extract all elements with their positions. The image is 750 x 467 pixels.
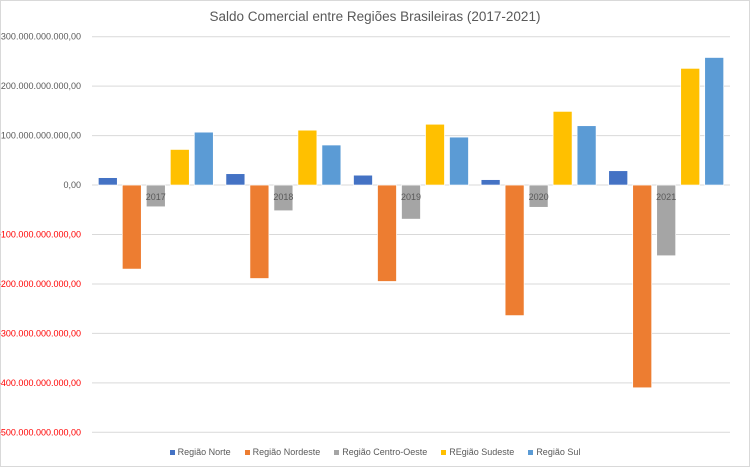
bar: [552, 111, 573, 186]
x-category-label: 2020: [529, 192, 549, 202]
bar: [193, 131, 214, 186]
x-category-label: 2018: [273, 192, 293, 202]
legend-item: Região Centro-Oeste: [334, 447, 427, 457]
bar: [401, 184, 421, 220]
bar: [297, 129, 318, 186]
x-category-label: 2017: [146, 192, 166, 202]
x-category-label: 2019: [401, 192, 421, 202]
bar: [704, 57, 725, 186]
legend-label: Região Nordeste: [252, 447, 321, 457]
y-tick-label: -200.000.000.000,00: [0, 279, 81, 289]
y-tick-label: 300.000.000.000,00: [1, 32, 81, 42]
bar: [449, 136, 469, 186]
legend-label: REgião Sudeste: [449, 447, 515, 457]
bar: [225, 173, 246, 186]
legend-swatch: [169, 449, 175, 455]
bar: [480, 179, 501, 186]
y-tick-label: -300.000.000.000,00: [0, 328, 81, 338]
bar: [632, 184, 653, 389]
legend-swatch: [528, 449, 534, 455]
x-category-label: 2021: [656, 192, 676, 202]
legend-swatch: [244, 449, 250, 455]
bar: [680, 67, 701, 186]
y-tick-label: -100.000.000.000,00: [0, 230, 81, 240]
legend-label: Região Norte: [177, 447, 231, 457]
bar: [377, 184, 397, 282]
legend: Região Norte Região Nordeste Região Centro…: [0, 447, 750, 457]
y-tick-label: -500.000.000.000,00: [0, 427, 81, 437]
y-tick-label: 100.000.000.000,00: [1, 131, 81, 141]
bar: [145, 184, 166, 208]
legend-label: Região Sul: [536, 447, 581, 457]
bar: [528, 184, 549, 208]
legend-item: Região Nordeste: [244, 447, 321, 457]
bar: [169, 149, 190, 186]
bar: [608, 170, 629, 186]
chart-title: Saldo Comercial entre Regiões Brasileira…: [209, 9, 541, 24]
legend-swatch: [334, 449, 340, 455]
bar: [321, 144, 342, 186]
bar: [353, 174, 373, 186]
bar: [576, 125, 597, 186]
bar: [273, 184, 294, 212]
legend-swatch: [441, 449, 447, 455]
legend-item: Região Sul: [528, 447, 580, 457]
bar: [97, 177, 118, 186]
bar: [656, 184, 677, 257]
y-tick-label: -400.000.000.000,00: [0, 378, 81, 388]
bar: [249, 184, 270, 279]
y-tick-label: 0,00: [63, 180, 81, 190]
legend-label: Região Centro-Oeste: [342, 447, 428, 457]
y-tick-label: 200.000.000.000,00: [1, 81, 81, 91]
legend-item: REgião Sudeste: [441, 447, 514, 457]
bar: [504, 184, 525, 316]
legend-item: Região Norte: [169, 447, 231, 457]
bar: [121, 184, 142, 270]
bar: [425, 123, 445, 186]
